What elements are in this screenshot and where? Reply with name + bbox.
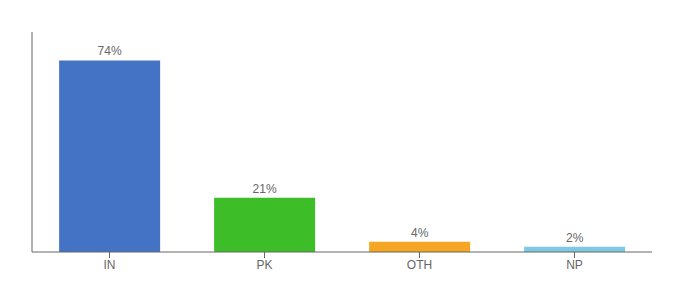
svg-text:OTH: OTH (407, 258, 432, 272)
svg-text:21%: 21% (253, 182, 277, 196)
svg-text:4%: 4% (411, 226, 429, 240)
svg-text:IN: IN (104, 258, 116, 272)
svg-text:74%: 74% (98, 44, 122, 58)
svg-text:PK: PK (256, 258, 272, 272)
svg-text:NP: NP (566, 258, 583, 272)
svg-text:2%: 2% (566, 231, 584, 245)
